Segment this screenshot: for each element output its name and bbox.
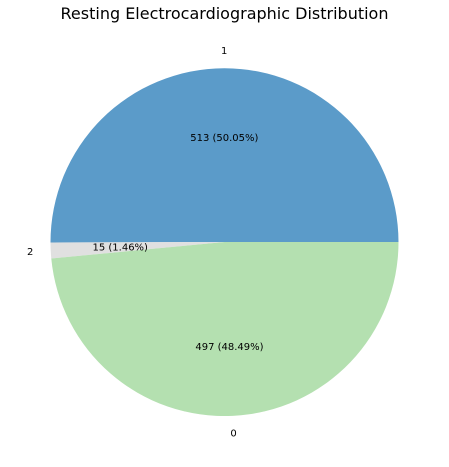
slice-category-label-1: 1 xyxy=(221,46,227,57)
slice-category-label-2: 2 xyxy=(27,247,33,258)
slice-value-label-2: 15 (1.46%) xyxy=(92,243,148,254)
slice-value-label-0: 497 (48.49%) xyxy=(195,342,263,353)
slice-value-label-1: 513 (50.05%) xyxy=(190,133,258,144)
pie-slice-1 xyxy=(50,68,399,243)
slice-category-label-0: 0 xyxy=(230,429,236,440)
pie-slice-0 xyxy=(51,242,399,417)
pie-labels: 1 513 (50.05%) 2 15 (1.46%) 0 497 (48.49%) xyxy=(27,46,264,440)
chart-title: Resting Electrocardiographic Distributio… xyxy=(61,4,389,23)
pie-slice-2 xyxy=(50,242,225,259)
pie-slices xyxy=(50,68,399,417)
